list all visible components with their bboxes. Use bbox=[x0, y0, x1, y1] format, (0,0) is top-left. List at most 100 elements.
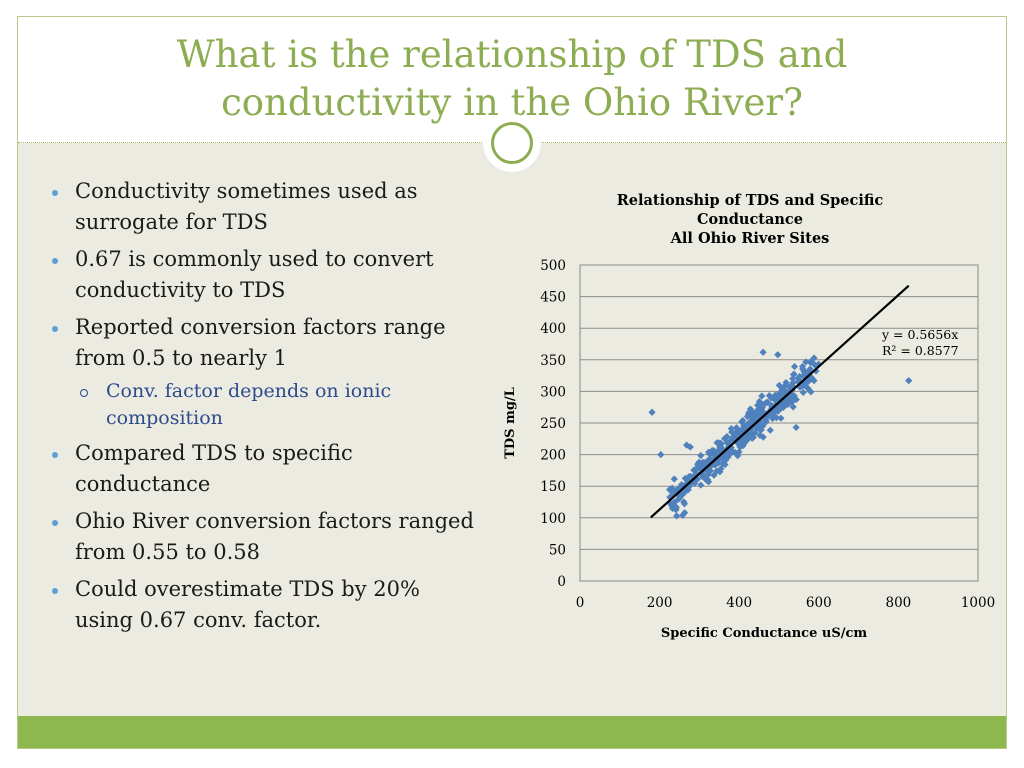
y-tick-label: 200 bbox=[540, 448, 566, 464]
data-point bbox=[657, 451, 665, 459]
data-point bbox=[780, 399, 788, 407]
bullet-dot-icon bbox=[52, 190, 58, 196]
data-point bbox=[802, 358, 810, 366]
y-axis-label: TDS mg/L bbox=[503, 387, 518, 459]
data-point bbox=[756, 431, 764, 440]
data-point bbox=[679, 511, 687, 519]
bullet-text: Compared TDS to specific conductance bbox=[75, 441, 353, 496]
data-point bbox=[710, 471, 718, 479]
x-tick-label: 400 bbox=[726, 595, 752, 611]
y-tick-label: 450 bbox=[540, 290, 566, 306]
data-point bbox=[744, 411, 753, 419]
data-point bbox=[782, 400, 790, 408]
bullet-text: 0.67 is commonly used to convert conduct… bbox=[75, 247, 434, 302]
trendline-equation-label: R² = 0.8577 bbox=[882, 343, 959, 358]
x-axis-ticks: 0 200 400 600 800 1000 bbox=[576, 595, 995, 611]
bullet-list: Conductivity sometimes used as surrogate… bbox=[48, 176, 478, 642]
data-point bbox=[802, 376, 810, 384]
data-point bbox=[699, 458, 707, 466]
chart-title-line: Conductance bbox=[697, 211, 803, 228]
y-tick-label: 400 bbox=[540, 321, 566, 337]
data-point bbox=[708, 446, 716, 455]
data-point bbox=[905, 377, 913, 385]
x-axis-label: Specific Conductance uS/cm bbox=[661, 626, 868, 641]
slide-title: What is the relationship of TDS and cond… bbox=[18, 31, 1006, 127]
data-point bbox=[799, 372, 807, 380]
bullet-item: 0.67 is commonly used to convert conduct… bbox=[48, 244, 478, 306]
data-point bbox=[751, 422, 759, 430]
bullet-text: Ohio River conversion factors ranged fro… bbox=[75, 509, 474, 564]
data-point bbox=[765, 391, 773, 400]
data-point bbox=[730, 435, 739, 443]
data-point bbox=[771, 407, 779, 415]
data-point bbox=[734, 452, 742, 460]
x-tick-label: 800 bbox=[886, 595, 912, 611]
y-axis-ticks: 0 50 100 150 200 250 300 350 400 450 500 bbox=[540, 258, 566, 590]
data-point bbox=[758, 404, 766, 412]
data-point bbox=[745, 427, 754, 436]
chart-title: Relationship of TDS and Specific Conducta… bbox=[617, 192, 884, 247]
data-point bbox=[777, 414, 785, 422]
data-point bbox=[681, 485, 689, 494]
data-point bbox=[763, 411, 771, 419]
data-point bbox=[774, 351, 782, 359]
data-point bbox=[751, 429, 759, 437]
x-tick-label: 200 bbox=[647, 595, 673, 611]
chart-title-line: Relationship of TDS and Specific bbox=[617, 192, 884, 209]
data-point bbox=[784, 398, 792, 406]
slide-frame bbox=[17, 16, 1007, 749]
y-tick-label: 50 bbox=[549, 542, 566, 558]
data-point bbox=[759, 433, 767, 441]
bullet-dot-icon bbox=[52, 452, 58, 458]
y-tick-label: 0 bbox=[557, 574, 566, 590]
data-point bbox=[792, 423, 800, 432]
data-point bbox=[768, 414, 776, 422]
footer-bar bbox=[18, 716, 1006, 748]
chart-gridlines bbox=[580, 296, 978, 550]
data-point bbox=[762, 417, 770, 425]
data-point bbox=[721, 461, 729, 469]
y-tick-label: 300 bbox=[540, 384, 566, 400]
data-point bbox=[723, 439, 732, 447]
data-point bbox=[792, 395, 800, 404]
data-point bbox=[810, 354, 818, 362]
data-point bbox=[753, 408, 761, 416]
trendline bbox=[650, 284, 910, 519]
data-point bbox=[758, 392, 766, 400]
data-point bbox=[761, 413, 769, 421]
data-point bbox=[796, 383, 804, 391]
scatter-points bbox=[648, 348, 913, 520]
data-point bbox=[789, 403, 797, 411]
data-point bbox=[779, 385, 787, 393]
data-point bbox=[810, 377, 818, 385]
data-point bbox=[735, 448, 743, 456]
bullet-item: Reported conversion factors range from 0… bbox=[48, 312, 478, 374]
y-tick-label: 150 bbox=[540, 479, 566, 495]
data-point bbox=[648, 408, 656, 416]
trendline-equation-label: y = 0.5656x bbox=[881, 327, 958, 342]
bullet-item: Could overestimate TDS by 20% using 0.67… bbox=[48, 574, 478, 636]
bullet-dot-icon bbox=[52, 520, 58, 526]
hollow-bullet-icon bbox=[80, 389, 88, 397]
data-point bbox=[754, 405, 763, 414]
y-tick-label: 350 bbox=[540, 353, 566, 369]
x-tick-label: 600 bbox=[806, 595, 832, 611]
data-point bbox=[812, 367, 820, 375]
data-point bbox=[804, 384, 812, 393]
sub-bullet-item: Conv. factor depends on ionic compositio… bbox=[48, 378, 478, 432]
y-tick-label: 100 bbox=[540, 511, 566, 527]
bullet-item: Conductivity sometimes used as surrogate… bbox=[48, 176, 478, 238]
data-point bbox=[757, 420, 765, 429]
sub-bullet-text: Conv. factor depends on ionic compositio… bbox=[106, 380, 392, 429]
data-point bbox=[798, 362, 807, 371]
data-point bbox=[782, 378, 790, 387]
data-point bbox=[759, 348, 767, 356]
plot-area-frame bbox=[579, 264, 979, 582]
bullet-text: Could overestimate TDS by 20% using 0.67… bbox=[75, 577, 420, 632]
x-tick-label: 1000 bbox=[961, 595, 995, 611]
data-point bbox=[790, 370, 798, 378]
data-point bbox=[781, 382, 789, 390]
data-point bbox=[804, 368, 812, 376]
data-point bbox=[693, 464, 701, 472]
